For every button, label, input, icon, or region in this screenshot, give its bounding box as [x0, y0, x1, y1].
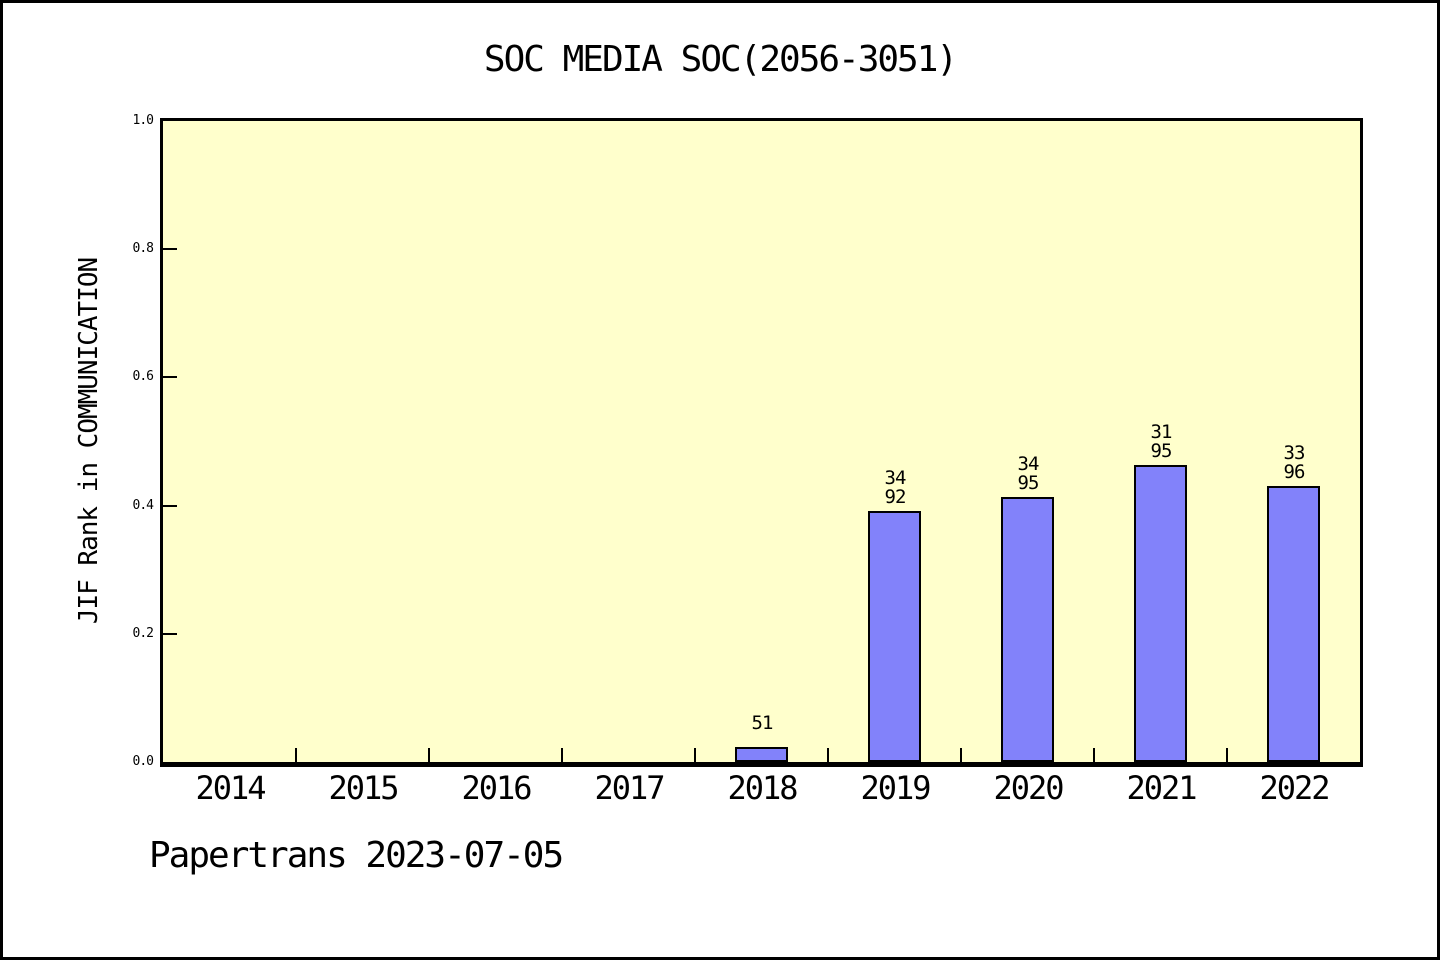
x-category-label: 2022 — [1259, 769, 1330, 807]
bar-value-label: 34 92 — [840, 469, 950, 507]
y-tick-label: 1.0 — [132, 113, 154, 128]
x-tick-mark — [694, 748, 696, 762]
bar-value-line: 92 — [884, 486, 907, 508]
bar-value-label: 33 96 — [1239, 444, 1349, 482]
y-tick-mark — [163, 376, 177, 379]
x-tick-mark — [1093, 748, 1095, 762]
bar-value-line: 33 — [1283, 442, 1306, 464]
bar-value-label: 31 95 — [1106, 423, 1216, 461]
x-category-label: 2015 — [328, 769, 399, 807]
x-category-label: 2021 — [1126, 769, 1197, 807]
bar — [735, 747, 788, 762]
bar — [1001, 497, 1054, 762]
bar-value-line: 95 — [1150, 440, 1173, 462]
x-category-label: 2018 — [727, 769, 798, 807]
bar-value-line: 31 — [1150, 421, 1173, 443]
x-tick-mark — [295, 748, 297, 762]
x-tick-mark — [827, 748, 829, 762]
x-category-label: 2014 — [195, 769, 266, 807]
bar-value-line: 34 — [884, 467, 907, 489]
x-tick-mark — [561, 748, 563, 762]
bar-value-label: 51 — [707, 714, 817, 733]
x-category-label: 2020 — [993, 769, 1064, 807]
footer-text: Papertrans 2023-07-05 — [149, 835, 564, 876]
chart-title: SOC MEDIA SOC(2056-3051) — [483, 39, 958, 80]
bar-value-line: 34 — [1017, 453, 1040, 475]
x-category-label: 2016 — [461, 769, 532, 807]
bar — [868, 511, 921, 762]
bar-value-line: 95 — [1017, 472, 1040, 494]
y-tick-mark — [163, 248, 177, 251]
y-tick-label: 0.6 — [132, 369, 154, 385]
x-tick-mark — [960, 748, 962, 762]
y-tick-mark — [163, 632, 177, 635]
bar — [1134, 465, 1187, 762]
y-tick-label: 0.0 — [132, 754, 154, 769]
bar-value-line: 96 — [1283, 461, 1306, 483]
y-axis-label: JIF Rank in COMMUNICATION — [74, 257, 104, 625]
x-tick-mark — [1226, 748, 1228, 762]
bar-value-line: 51 — [751, 712, 774, 734]
x-tick-mark — [428, 748, 430, 762]
plot-area: 51 34 92 34 95 31 95 33 96 — [160, 118, 1363, 767]
x-category-label: 2017 — [594, 769, 665, 807]
y-tick-mark — [163, 504, 177, 507]
x-category-label: 2019 — [860, 769, 931, 807]
bar-value-label: 34 95 — [973, 455, 1083, 493]
y-tick-label: 0.2 — [132, 625, 154, 641]
y-tick-label: 0.8 — [132, 241, 154, 257]
y-tick-label: 0.4 — [132, 497, 154, 513]
bar — [1267, 486, 1320, 762]
